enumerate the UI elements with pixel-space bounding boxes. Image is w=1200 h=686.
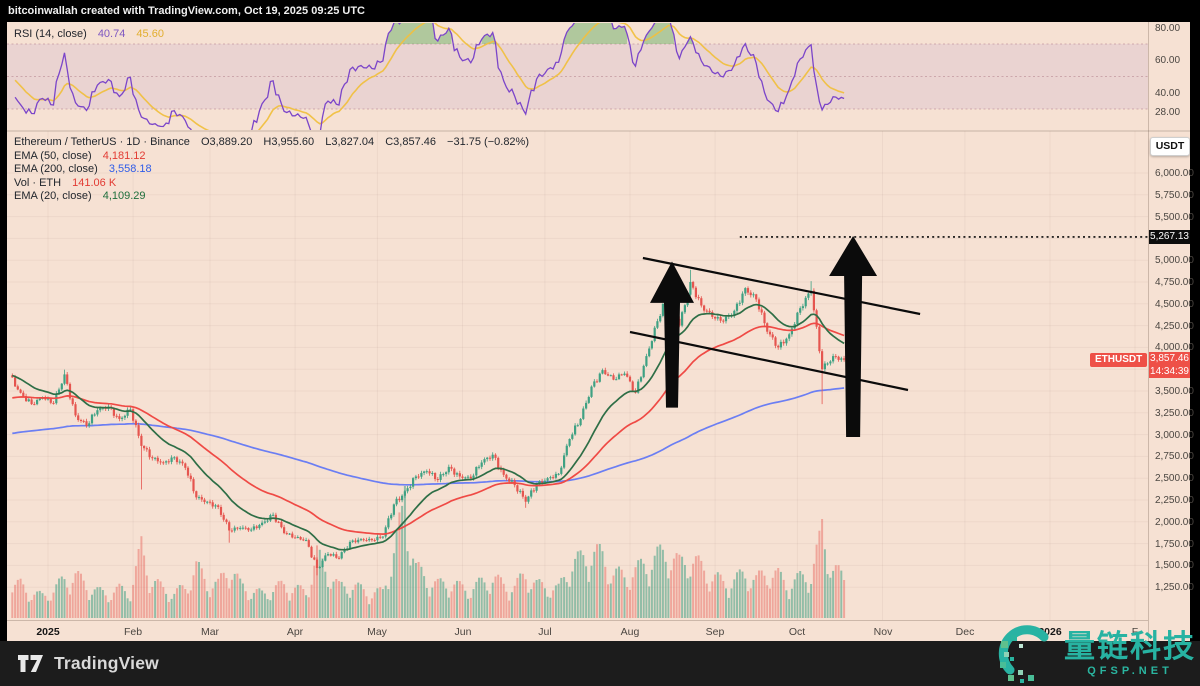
ohlc-high: H3,955.60 (263, 136, 315, 148)
chart-plot-area[interactable] (7, 131, 1148, 620)
ohlc-open: O3,889.20 (200, 136, 253, 148)
time-axis-label-aug: Aug (620, 626, 640, 638)
main-legend: Ethereum / TetherUS · 1D · Binance O3,88… (14, 136, 529, 204)
time-axis-label-oct: Oct (788, 626, 806, 638)
time-axis-label-jun: Jun (454, 626, 472, 638)
price-axis-label: 1,500.00 (1155, 560, 1194, 571)
last-price-badge: 3,857.46 14:34:39 (1149, 352, 1190, 378)
ema50-line (12, 322, 845, 535)
indicator-row-ema200[interactable]: EMA (200, close) 3,558.18 (14, 163, 529, 177)
up-arrow-annotation-1[interactable] (650, 261, 694, 408)
last-price: 3,857.46 (1150, 353, 1189, 364)
ema200-value: 3,558.18 (108, 163, 152, 176)
attribution-bar: bitcoinwallah created with TradingView.c… (0, 0, 1200, 22)
price-axis-label: 1,750.00 (1155, 539, 1194, 550)
indicator-row-ema20[interactable]: EMA (20, close) 4,109.29 (14, 190, 529, 204)
ohlc-close: C3,857.46 (385, 136, 436, 148)
ema20-line (12, 303, 845, 551)
ema20-label: EMA (20, close) (14, 190, 92, 203)
price-axis-label: 4,500.00 (1155, 299, 1194, 310)
price-axis-label: 2,500.00 (1155, 473, 1194, 484)
ohlc-low: L3,827.04 (325, 136, 375, 148)
price-axis-label: 4,000.00 (1155, 342, 1194, 353)
tradingview-logo-link[interactable]: TradingView (18, 653, 159, 674)
price-axis-label: 5,750.00 (1155, 190, 1194, 201)
ema20-value: 4,109.29 (102, 190, 146, 203)
price-axis-label: 2,750.00 (1155, 451, 1194, 462)
symbol-tag: ETHUSDT (1090, 353, 1148, 367)
rsi-ma-value: 45.60 (136, 28, 164, 40)
price-axis-label: 5,000.00 (1155, 255, 1194, 266)
volume-label: Vol · ETH (14, 176, 62, 189)
symbol-title: Ethereum / TetherUS · 1D · Binance (14, 136, 190, 148)
time-axis-label-feb: Feb (123, 626, 143, 638)
annotations-layer[interactable] (629, 236, 1148, 437)
currency-toggle-button[interactable]: USDT (1150, 137, 1190, 156)
price-axis-label: 5,500.00 (1155, 212, 1194, 223)
watermark-name: 量链科技 (1064, 629, 1196, 664)
watermark-logo-icon (998, 625, 1049, 683)
ema200-label: EMA (200, close) (14, 163, 98, 176)
rsi-overbought-fill (564, 23, 628, 44)
price-axis-label: 4,250.00 (1155, 321, 1194, 332)
ema50-value: 4,181.12 (102, 149, 146, 162)
countdown-timer: 14:34:39 (1150, 366, 1189, 377)
rsi-line (14, 23, 845, 130)
price-axis-label: 1,250.00 (1155, 582, 1194, 593)
candles-layer (11, 269, 846, 576)
rsi-axis-label: 40.00 (1155, 88, 1181, 99)
target-price-badge: 5,267.13 (1149, 230, 1190, 244)
rsi-axis-label: 28.00 (1155, 107, 1181, 118)
watermark-site: QFSP.NET (1087, 665, 1173, 677)
time-axis-label-2025: 2025 (36, 626, 60, 638)
time-axis-label-f: F (1131, 626, 1139, 638)
time-axis-label-dec: Dec (955, 626, 975, 638)
ema50-label: EMA (50, close) (14, 149, 92, 162)
price-axis-label: 2,000.00 (1155, 517, 1194, 528)
chart-background (7, 22, 1190, 641)
time-axis-label-sep: Sep (705, 626, 725, 638)
time-axis-label-apr: Apr (286, 626, 304, 638)
price-scale[interactable]: 6,000.00 5,750.00 5,500.00 5,000.00 4,750.00… (1148, 22, 1194, 641)
rsi-axis-label: 80.00 (1155, 23, 1181, 34)
volume-layer (11, 486, 846, 618)
time-scale[interactable]: 2025 Feb Mar Apr May Jun Jul Aug Sep Oct Nov Dec 202… (7, 620, 1148, 641)
indicator-row-ema50[interactable]: EMA (50, close) 4,181.12 (14, 150, 529, 164)
price-axis-label: 2,250.00 (1155, 495, 1194, 506)
tradingview-brand-text: TradingView (54, 653, 159, 673)
rsi-value: 40.74 (97, 28, 126, 40)
rsi-legend[interactable]: RSI (14, close) 40.74 45.60 (14, 28, 164, 40)
time-axis-label-nov: Nov (873, 626, 893, 638)
tradingview-icon (18, 655, 43, 672)
grid-layer (7, 131, 1148, 620)
time-axis-label-jul: Jul (538, 626, 552, 638)
watermark: 量链科技 QFSP.NET (998, 624, 1196, 684)
rsi-pane (7, 23, 1148, 130)
rsi-legend-title: RSI (14, close) (14, 28, 87, 40)
rsi-axis-label: 60.00 (1155, 55, 1181, 66)
up-arrow-annotation-2[interactable] (829, 236, 878, 437)
ema200-line (12, 387, 845, 486)
price-axis-label: 3,000.00 (1155, 430, 1194, 441)
attribution-text: bitcoinwallah created with TradingView.c… (8, 5, 366, 17)
symbol-row[interactable]: Ethereum / TetherUS · 1D · Binance O3,88… (14, 136, 529, 150)
price-axis-label: 6,000.00 (1155, 168, 1194, 179)
channel-trendline-upper[interactable] (642, 256, 921, 316)
price-axis-label: 4,750.00 (1155, 277, 1194, 288)
indicator-row-volume[interactable]: Vol · ETH 141.06 K (14, 177, 529, 191)
change-value: −31.75 (−0.82%) (447, 136, 529, 148)
volume-value: 141.06 K (72, 176, 117, 189)
price-axis-label: 3,500.00 (1155, 386, 1194, 397)
time-axis-label-may: May (367, 626, 387, 638)
price-axis-label: 3,250.00 (1155, 408, 1194, 419)
rsi-overbought-fill (687, 36, 694, 44)
rsi-ma-line (14, 23, 845, 130)
time-axis-label-mar: Mar (200, 626, 220, 638)
rsi-pane-area[interactable] (7, 22, 1148, 131)
rsi-overbought-fill (643, 23, 674, 44)
